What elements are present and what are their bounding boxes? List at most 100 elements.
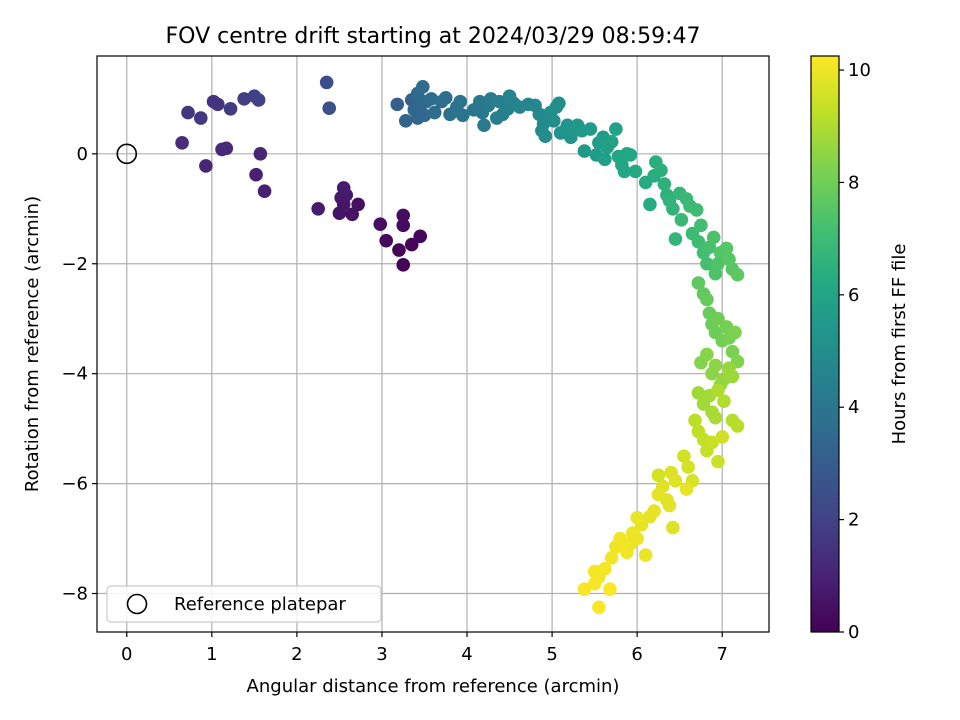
data-point: [662, 498, 677, 513]
x-tick-label: 1: [206, 644, 217, 665]
data-point: [396, 208, 411, 223]
data-point: [257, 184, 272, 199]
data-point: [583, 122, 598, 136]
data-point: [708, 410, 723, 425]
data-point: [711, 311, 725, 326]
data-point: [666, 520, 680, 535]
legend: Reference platepar: [106, 585, 382, 623]
data-point: [587, 576, 602, 591]
y-tick-label: −8: [61, 584, 88, 605]
colorbar-ticks: 0 2 4 6 8 10: [839, 60, 871, 643]
data-point: [730, 267, 745, 282]
data-point: [711, 256, 725, 271]
data-point: [577, 144, 592, 158]
y-axis-ticks: −8 −6 −4 −2 0: [61, 144, 97, 605]
data-point: [679, 482, 694, 496]
data-point: [199, 159, 213, 173]
data-point: [587, 564, 602, 579]
x-tick-label: 6: [631, 644, 642, 665]
data-point: [193, 111, 208, 125]
data-point: [623, 148, 638, 162]
data-point: [651, 487, 666, 502]
x-axis-ticks: 0 1 2 3 4 5 6 7: [121, 632, 728, 665]
legend-marker-icon: [126, 593, 148, 615]
data-point: [719, 241, 734, 256]
data-point: [638, 548, 653, 562]
legend-box: [106, 585, 382, 623]
data-point: [725, 369, 740, 384]
data-point: [453, 94, 468, 109]
data-point: [237, 92, 251, 106]
data-point: [552, 96, 566, 111]
data-point: [700, 256, 714, 271]
data-point: [455, 108, 470, 123]
reference-platepar-marker: [116, 143, 138, 165]
data-point: [715, 430, 730, 444]
data-point: [700, 347, 714, 362]
data-point: [598, 152, 612, 167]
data-point: [711, 454, 725, 469]
data-point: [691, 234, 706, 249]
data-point: [711, 383, 725, 397]
data-point: [674, 212, 689, 227]
legend-entry-label: Reference platepar: [174, 594, 346, 615]
data-point: [379, 233, 394, 248]
data-point: [604, 134, 619, 149]
x-axis-label: Angular distance from reference (arcmin): [247, 676, 620, 697]
data-point: [319, 75, 334, 90]
colorbar-gradient: [810, 55, 840, 633]
data-point: [336, 181, 351, 195]
data-point: [210, 97, 225, 112]
data-point: [677, 449, 691, 463]
data-point: [390, 97, 405, 112]
data-point: [253, 147, 268, 161]
data-point: [643, 197, 657, 212]
data-point: [705, 435, 719, 450]
data-point: [438, 90, 453, 105]
data-point: [417, 108, 432, 123]
data-point: [251, 93, 266, 107]
data-point: [700, 292, 714, 307]
data-point: [223, 101, 238, 116]
data-point: [630, 510, 644, 525]
data-point: [706, 230, 721, 245]
x-tick-label: 2: [291, 644, 302, 665]
data-point: [215, 142, 229, 157]
colorbar-tick-label: 4: [848, 397, 859, 418]
data-point: [681, 460, 695, 474]
data-point: [477, 118, 491, 133]
data-point: [181, 105, 195, 120]
data-point: [668, 474, 683, 488]
x-tick-label: 3: [376, 644, 387, 665]
data-point: [630, 531, 644, 546]
data-point: [628, 164, 643, 179]
data-point: [413, 229, 428, 244]
data-point: [691, 276, 706, 290]
plot-area: 0 1 2 3 4 5 6 7 −8 −6 −4 −2 0 Reference platepar: [61, 55, 770, 665]
data-point: [175, 136, 189, 150]
data-point: [536, 116, 551, 131]
colorbar: 0 2 4 6 8 10 Hours from first FF file: [810, 55, 910, 643]
data-point: [654, 163, 668, 178]
axes-frame: [96, 55, 770, 633]
data-point: [415, 79, 430, 94]
colorbar-label: Hours from first FF file: [889, 244, 910, 445]
y-tick-label: 0: [77, 144, 88, 165]
data-point: [666, 201, 680, 216]
data-point: [730, 419, 745, 433]
colorbar-tick-label: 2: [848, 510, 859, 531]
data-point: [694, 218, 708, 233]
x-tick-label: 5: [546, 644, 557, 665]
data-point: [249, 167, 263, 182]
colorbar-tick-label: 10: [848, 60, 871, 81]
y-tick-label: −6: [61, 474, 88, 495]
data-point: [392, 243, 406, 257]
data-point: [592, 600, 606, 615]
data-point: [609, 122, 623, 136]
data-point: [311, 201, 325, 216]
x-tick-label: 0: [121, 644, 132, 665]
data-point: [398, 114, 413, 128]
data-point: [424, 92, 439, 106]
x-tick-label: 7: [716, 644, 727, 665]
data-point: [603, 582, 617, 596]
